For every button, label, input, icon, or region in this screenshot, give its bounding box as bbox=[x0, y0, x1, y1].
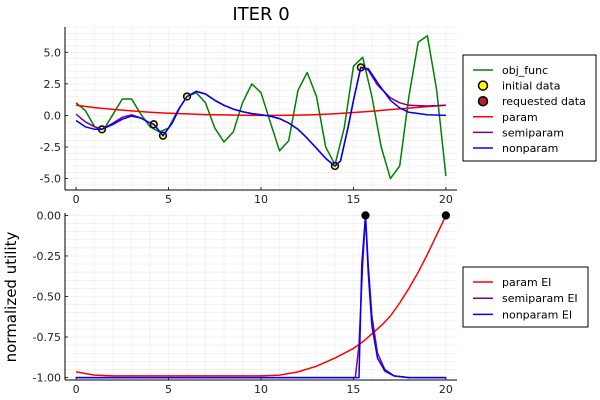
bottom-y-tick-label: -0.25 bbox=[33, 250, 61, 263]
legend-label-requested-data: requested data bbox=[502, 95, 586, 108]
series-line-nonparam-ei bbox=[76, 214, 446, 379]
legend-swatch-initial-data bbox=[477, 80, 489, 91]
bottom-legend-box bbox=[462, 266, 589, 328]
bottom-y-tick-label: -1.00 bbox=[33, 372, 61, 385]
legend-swatch-requested-data bbox=[477, 95, 489, 107]
legend-label-initial-data: initial data bbox=[502, 80, 561, 93]
bottom-x-tick-label: 10 bbox=[254, 383, 268, 396]
top-x-tick-label: 5 bbox=[165, 193, 172, 206]
bottom-y-axis-label: normalized utility bbox=[2, 232, 20, 363]
top-y-tick-label: 5.0 bbox=[44, 46, 62, 59]
top-y-tick-label: -2.5 bbox=[40, 141, 61, 154]
chart-title: ITER 0 bbox=[232, 4, 289, 25]
legend-label-obj-func: obj_func bbox=[502, 64, 548, 77]
top-y-tick-label: 2.5 bbox=[44, 78, 62, 91]
legend-label-nonparam: nonparam bbox=[502, 142, 558, 155]
legend-label-semiparam-ei: semiparam EI bbox=[502, 292, 578, 305]
series-line-obj-func bbox=[75, 35, 447, 180]
top-x-tick-label: 0 bbox=[73, 193, 80, 206]
top-y-tick-label: 0.0 bbox=[44, 109, 62, 122]
legend-label-param-ei: param EI bbox=[502, 276, 551, 289]
bottom-x-tick-label: 0 bbox=[73, 383, 80, 396]
series-line-nonparam bbox=[75, 66, 446, 167]
legend-label-semiparam: semiparam bbox=[502, 126, 564, 139]
legend-label-param: param bbox=[502, 111, 538, 124]
top-x-tick-label: 20 bbox=[439, 193, 453, 206]
bottom-y-tick-label: 0.00 bbox=[37, 209, 62, 222]
bottom-x-tick-label: 15 bbox=[346, 383, 360, 396]
top-x-tick-label: 10 bbox=[254, 193, 268, 206]
top-grid bbox=[65, 26, 457, 190]
bottom-grid bbox=[65, 213, 457, 380]
bottom-x-tick-label: 5 bbox=[165, 383, 172, 396]
bottom-y-tick-label: -0.75 bbox=[33, 331, 61, 344]
bottom-y-tick-label: -0.50 bbox=[33, 291, 61, 304]
bottom-legend: param EI semiparam EI nonparam EI bbox=[462, 266, 589, 328]
series-line-param-ei bbox=[75, 215, 447, 377]
bottom-tick-labels: 0 5 10 15 20 0.00 -0.25 -0.50 -0.75 -1.00 bbox=[33, 209, 453, 396]
top-tick-labels: 0 5 10 15 20 5.0 2.5 0.0 -2.5 -5.0 bbox=[40, 46, 453, 206]
top-plot-area bbox=[75, 35, 447, 180]
bottom-x-tick-label: 20 bbox=[439, 383, 453, 396]
top-y-tick-label: -5.0 bbox=[40, 173, 61, 186]
top-legend-box bbox=[462, 54, 597, 162]
data-point-marker bbox=[361, 211, 370, 220]
data-point-marker bbox=[441, 211, 451, 220]
top-x-tick-label: 15 bbox=[346, 193, 360, 206]
legend-label-nonparam-ei: nonparam EI bbox=[502, 308, 572, 321]
bottom-plot-area bbox=[75, 211, 451, 379]
